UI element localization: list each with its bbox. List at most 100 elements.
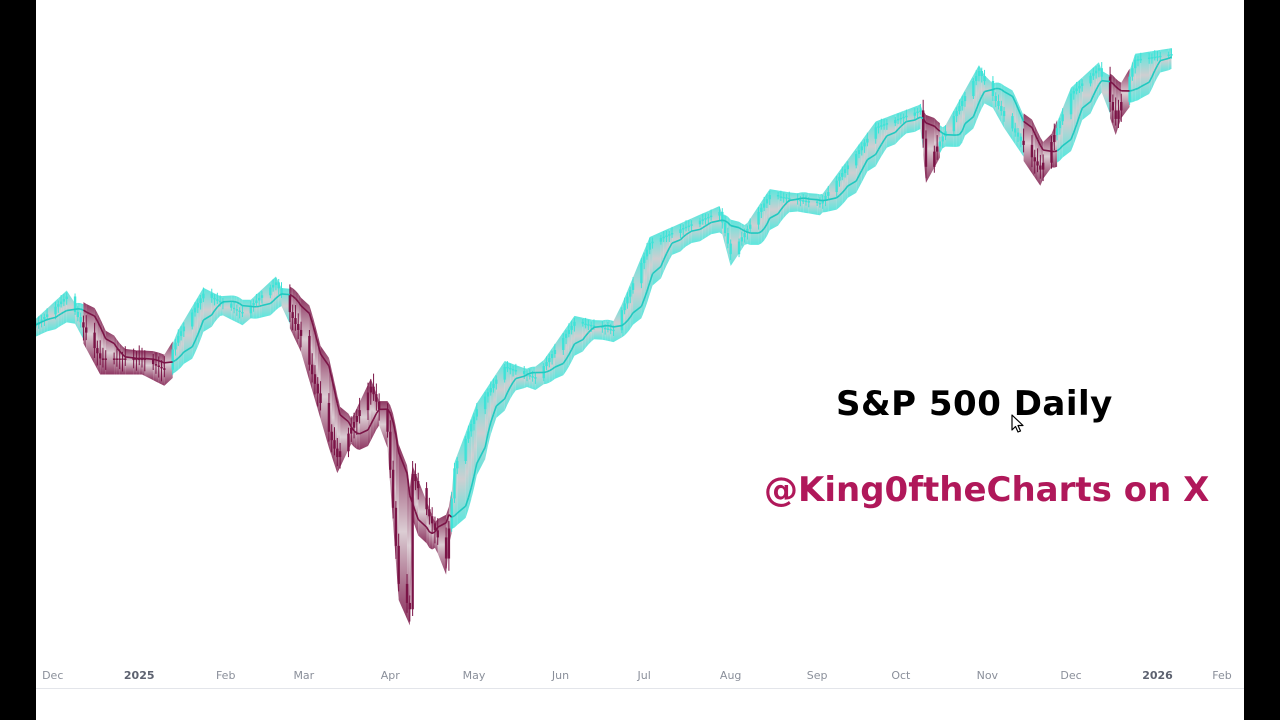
candle-body [377,401,381,410]
candle-body [389,431,392,470]
candle-body [902,116,905,119]
ma-segment [336,403,341,415]
ma-segment [1039,144,1044,151]
ma-segment [624,320,629,325]
candle-body [684,226,688,229]
ribbon-segment [66,290,76,324]
candle-body [592,325,596,327]
candle-body [919,110,922,112]
x-tick-label: Jul [637,669,651,682]
ma-segment [484,433,489,448]
candle-body [453,468,456,499]
ma-segment [903,120,907,125]
candle-body [718,211,721,216]
x-tick-label: 2025 [124,669,155,682]
ma-segment [880,139,885,145]
candle-body [899,117,903,120]
ribbon-segment [884,117,887,152]
ma-segment [543,371,547,374]
ribbon-segment [222,295,232,320]
ma-segment [431,531,436,535]
candle-body [690,224,693,226]
ma-segment [82,309,87,313]
ma-segment [328,365,333,379]
candle-body [570,325,573,330]
candle-body [548,358,551,363]
ma-segment [289,293,294,297]
candle-body [408,602,412,610]
ribbon-segment [94,308,98,370]
candle-body [391,469,395,508]
ma-segment [202,314,213,321]
candle-body [1131,68,1134,77]
ma-segment [665,247,671,255]
ribbon-segment [602,319,606,341]
candle-body [1114,110,1117,119]
ribbon-segment [242,299,251,326]
ma-segment [936,128,941,132]
ma-segment [512,378,517,383]
ma-segment [1132,88,1136,92]
candle-body [843,169,847,174]
candle-body [444,537,448,559]
candle-body [804,200,808,203]
candle-body [1100,68,1103,77]
ribbon-segment [476,390,486,476]
ma-segment [643,290,648,300]
candle-body [1156,56,1159,58]
ribbon-segment [1031,119,1035,178]
candle-body [1055,128,1059,136]
ma-segment [668,242,673,249]
ma-segment [347,421,352,428]
ma-segment [1092,89,1097,96]
ribbon-segment [41,311,45,334]
candle-body [1111,102,1115,111]
ma-segment [917,116,921,120]
ma-segment [593,325,603,329]
ma-segment [574,339,584,345]
candle-body [280,288,283,295]
ribbon-segment [769,189,779,231]
ribbon-segment [507,362,511,405]
ma-segment [1140,81,1150,88]
candle-body [450,498,453,529]
candle-body [545,362,548,367]
ma-segment [978,96,983,103]
candle-body [952,116,956,132]
candle-body [333,440,336,449]
ribbon-segment [582,317,586,352]
ma-segment [409,495,414,504]
ma-segment [492,405,498,415]
candle-body [252,303,255,306]
ribbon-segment [1140,51,1150,99]
ma-segment [883,135,888,141]
candle-body [405,583,409,603]
ma-segment [453,512,458,517]
ma-segment [1129,89,1133,92]
ma-segment [197,327,202,335]
ma-segment [261,302,271,307]
ma-segment [529,371,533,375]
chart-frame: Dec 2025 Feb Mar Apr May Jun Jul Aug Sep Oct Nov Dec… [36,0,1244,720]
candle-body [562,337,565,350]
candle-body [171,349,174,370]
ma-segment [125,356,134,359]
ribbon-segment [613,304,622,343]
ma-segment [311,322,316,333]
candle-body [174,342,177,350]
ribbon-segment [496,360,505,418]
ribbon-segment [86,303,95,365]
ma-segment [861,164,866,171]
ma-segment [685,232,690,236]
ma-segment [1003,90,1013,97]
ma-segment [183,346,193,353]
ma-segment [316,342,322,355]
candle-body [1089,75,1092,84]
candle-body [835,180,838,193]
ma-segment [411,503,417,512]
ribbon-segment [691,214,700,243]
ma-segment [456,505,467,514]
candles [36,48,1173,622]
candle-body [933,151,936,167]
candle-body [1072,91,1076,94]
